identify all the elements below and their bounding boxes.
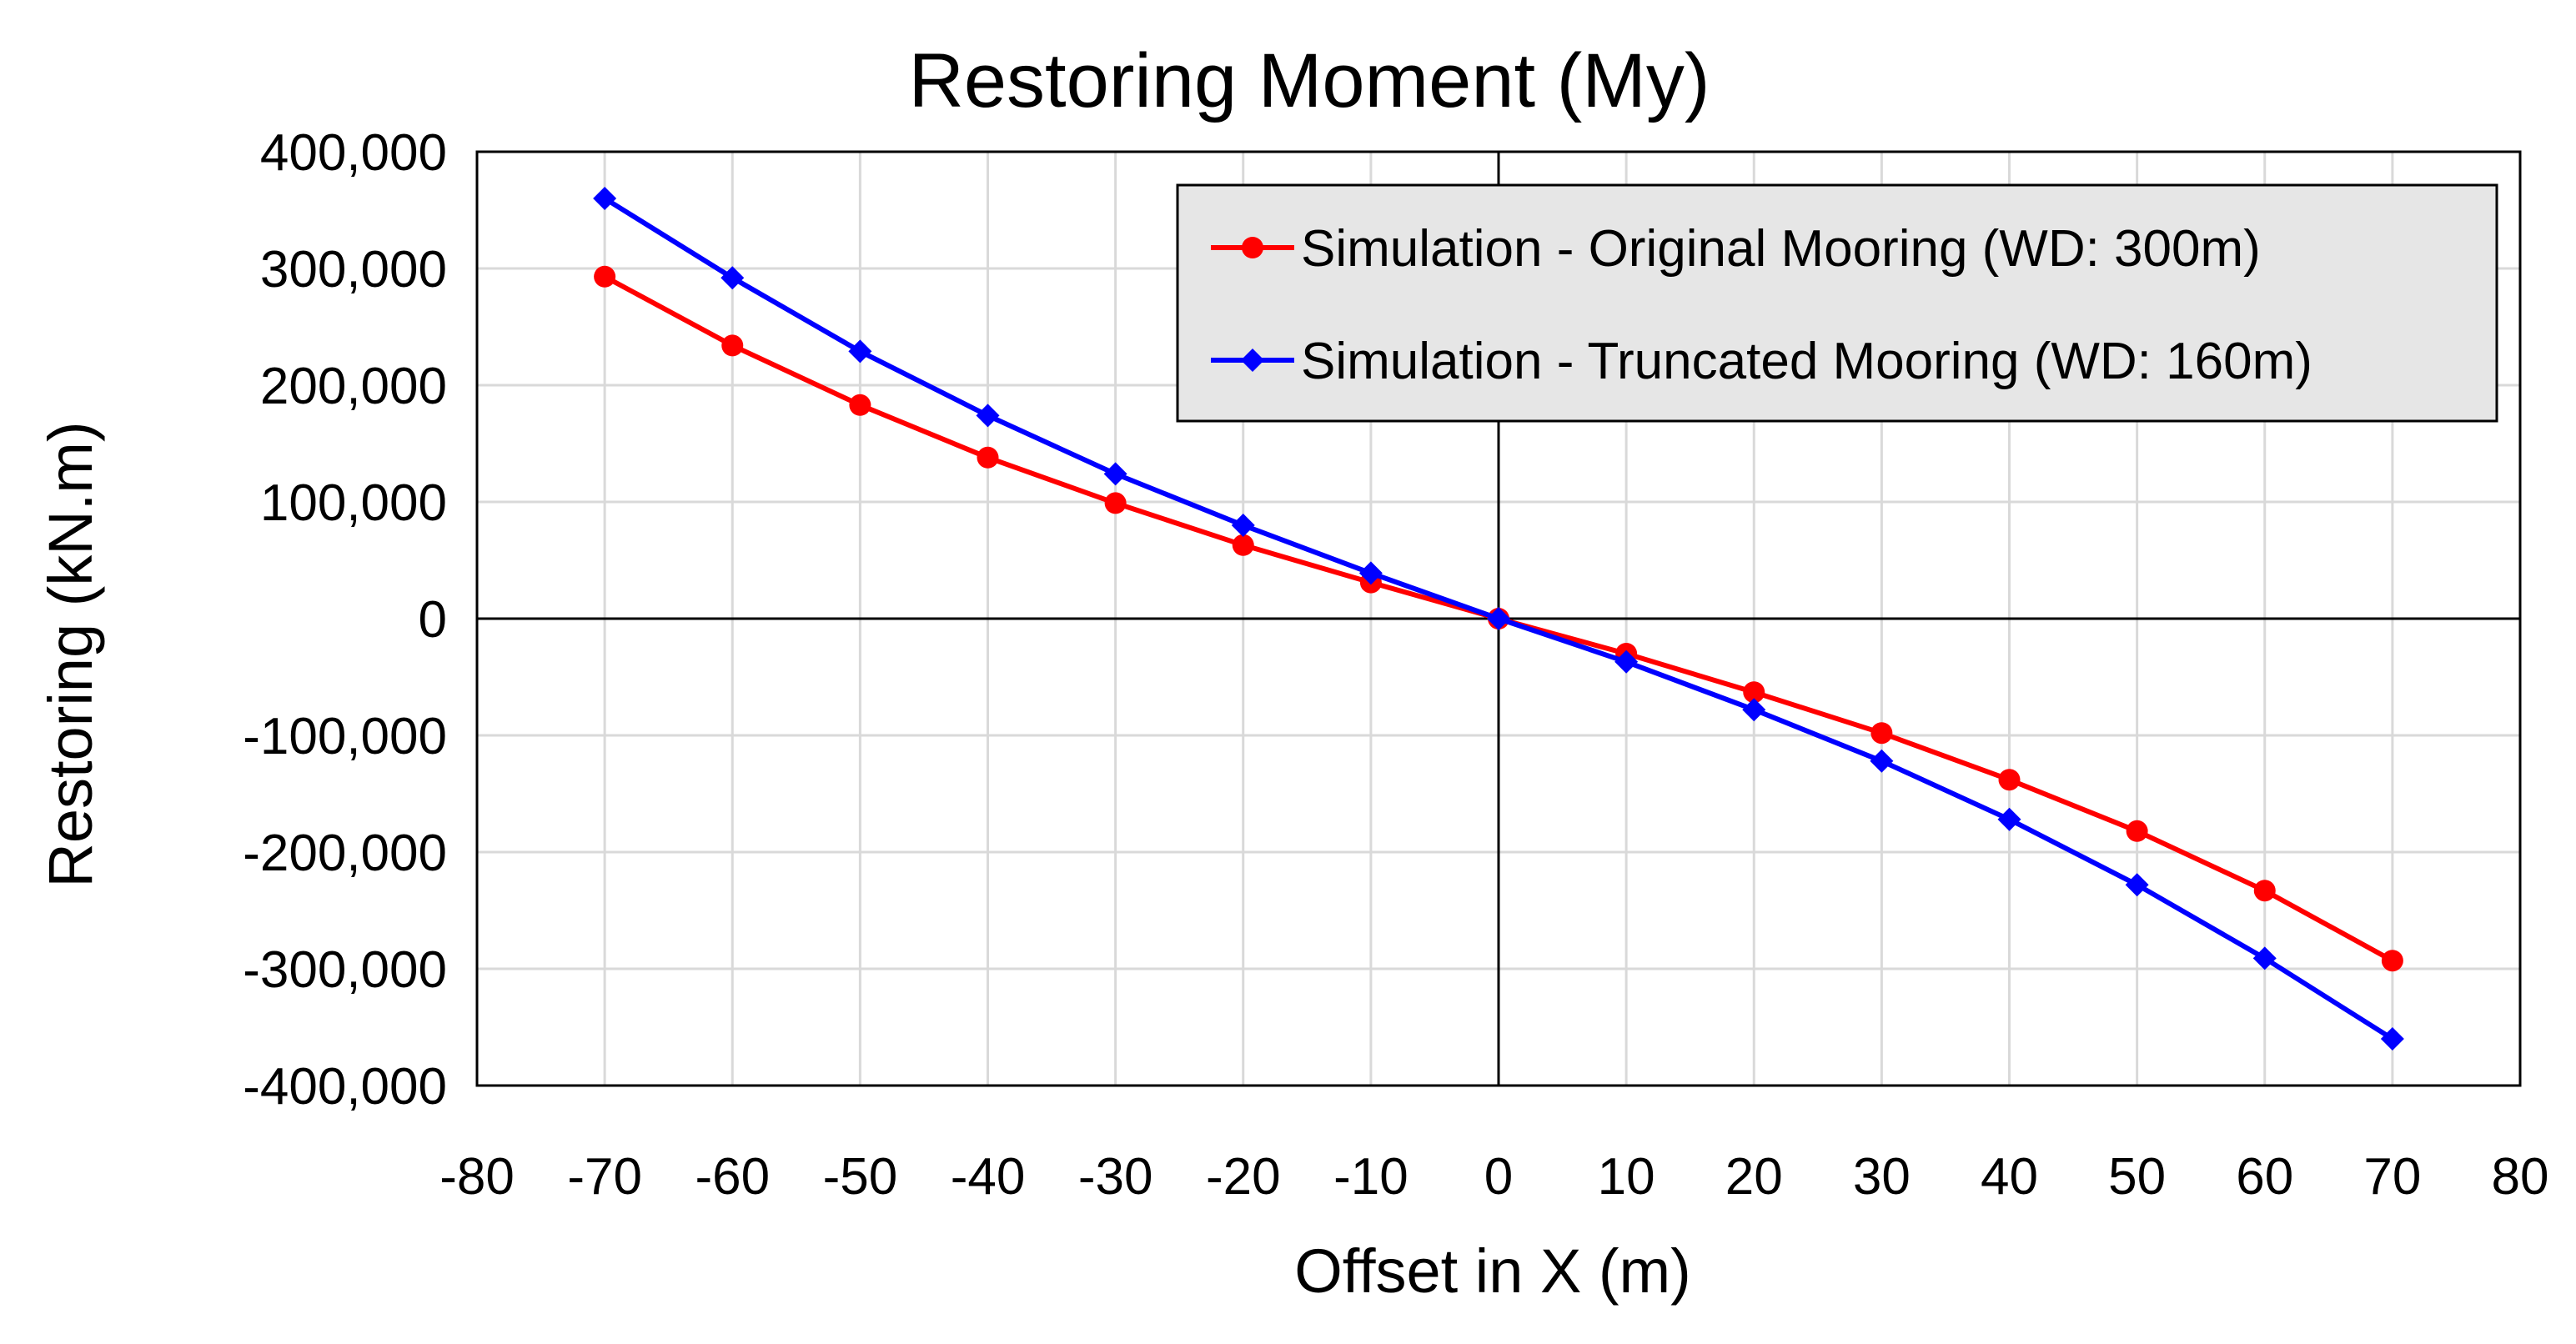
x-tick-label: -50	[823, 1148, 898, 1206]
legend-marker	[1242, 237, 1263, 258]
data-point	[1997, 807, 2021, 831]
data-point	[1870, 722, 1893, 745]
y-tick-label: -400,000	[243, 1058, 447, 1116]
x-tick-label: -10	[1333, 1148, 1409, 1206]
x-tick-label: 70	[2363, 1148, 2421, 1206]
legend-marker	[1241, 349, 1264, 372]
legend-box	[1176, 183, 2498, 423]
legend-label: Simulation - Original Mooring (WD: 300m)	[1301, 220, 2261, 278]
x-tick-label: 20	[1725, 1148, 1783, 1206]
y-tick-label: -300,000	[243, 941, 447, 999]
data-point	[1103, 462, 1127, 486]
data-point	[1231, 514, 1255, 537]
data-point	[721, 266, 745, 290]
tick-labels: -80 -70 -60 -50 -40 -30 -20 -10 0 10 20 30 40 50 60 70 8…	[243, 124, 2548, 1206]
data-point	[2253, 880, 2276, 902]
legend: Simulation - Original Mooring (WD: 300m)…	[1176, 183, 2498, 423]
x-tick-label: 80	[2492, 1148, 2549, 1206]
x-tick-label: -20	[1206, 1148, 1281, 1206]
data-point	[1614, 649, 1639, 674]
data-point	[1742, 698, 1766, 722]
data-point	[848, 339, 872, 364]
y-tick-label: 0	[419, 591, 447, 649]
data-point	[594, 265, 616, 288]
chart-title: Restoring Moment (My)	[908, 38, 1710, 123]
data-point	[976, 404, 1000, 428]
data-point	[1743, 681, 1765, 704]
data-point	[977, 446, 999, 469]
x-axis-title: Offset in X (m)	[1294, 1236, 1691, 1306]
data-point	[849, 394, 871, 416]
legend-label: Simulation - Truncated Mooring (WD: 160m…	[1301, 333, 2312, 390]
y-tick-label: -200,000	[243, 825, 447, 882]
x-tick-label: -40	[951, 1148, 1026, 1206]
data-point	[2380, 1027, 2404, 1051]
data-point	[1487, 607, 1510, 630]
legend-item-1: Simulation - Original Mooring (WD: 300m)	[1211, 220, 2261, 278]
data-point	[1358, 561, 1383, 585]
x-tick-label: -60	[695, 1148, 770, 1206]
x-tick-label: 60	[2236, 1148, 2293, 1206]
data-point	[2126, 820, 2148, 842]
x-tick-label: 40	[1981, 1148, 2038, 1206]
data-point	[2125, 873, 2149, 897]
x-tick-label: -70	[567, 1148, 642, 1206]
y-tick-label: 200,000	[260, 358, 447, 415]
y-tick-label: 300,000	[260, 241, 447, 298]
data-point	[1870, 749, 1894, 773]
y-tick-label: 400,000	[260, 124, 447, 182]
x-tick-label: 30	[1853, 1148, 1911, 1206]
y-tick-label: 100,000	[260, 474, 447, 532]
data-point	[1998, 769, 2021, 791]
legend-item-2: Simulation - Truncated Mooring (WD: 160m…	[1211, 333, 2312, 390]
y-tick-label: -100,000	[243, 708, 447, 765]
y-axis-title: Restoring (kN.m)	[36, 421, 105, 887]
series-group	[593, 187, 2404, 1051]
series-2	[593, 187, 2404, 1051]
data-point	[721, 334, 744, 357]
x-tick-label: -80	[439, 1148, 515, 1206]
x-tick-label: 50	[2108, 1148, 2166, 1206]
data-point	[593, 187, 617, 210]
data-point	[1104, 492, 1127, 514]
data-point	[2381, 950, 2403, 972]
data-point	[1232, 534, 1254, 556]
data-point	[2252, 946, 2277, 970]
x-tick-label: 0	[1484, 1148, 1513, 1206]
x-tick-label: -30	[1078, 1148, 1153, 1206]
x-tick-label: 10	[1598, 1148, 1655, 1206]
